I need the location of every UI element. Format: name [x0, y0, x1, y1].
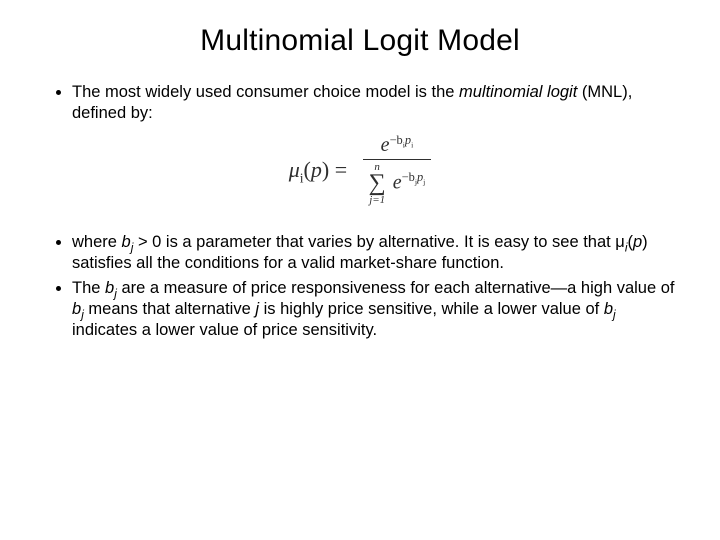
b2-b: > 0 is a parameter that varies by altern… — [133, 233, 624, 251]
formula-denominator: n ∑ j=1 e−bjpj — [363, 160, 432, 206]
formula-block: μi(p) = e−bipi n ∑ j=1 e−bjpj — [30, 134, 690, 206]
b3-b: are a measure of price responsiveness fo… — [117, 279, 675, 297]
formula-numerator: e−bipi — [363, 134, 432, 160]
formula-fraction: e−bipi n ∑ j=1 e−bjpj — [363, 134, 432, 206]
slide: Multinomial Logit Model The most widely … — [0, 0, 720, 540]
bullet-list-2: where bj > 0 is a parameter that varies … — [30, 232, 690, 342]
num-exp-pre: −b — [390, 133, 403, 147]
mu-sub: i — [300, 170, 304, 185]
den-exp: −bjpj — [402, 170, 426, 184]
sum-symbol: ∑ — [369, 173, 386, 195]
num-e: e — [381, 134, 390, 156]
b3-bj3: b — [604, 300, 613, 318]
den-e: e — [393, 172, 402, 194]
b2-bj: b — [122, 233, 131, 251]
mu-symbol: μ — [289, 157, 300, 182]
eq-sign: = — [335, 157, 347, 182]
bullet-1-em: multinomial logit — [459, 83, 577, 101]
b3-e: indicates a lower value of price sensiti… — [72, 321, 377, 339]
num-exp-i2: i — [411, 140, 413, 149]
den-exp-j2: j — [423, 177, 425, 186]
b3-bj2: b — [72, 300, 81, 318]
bullet-list: The most widely used consumer choice mod… — [30, 82, 690, 124]
b3-bj: b — [105, 279, 114, 297]
num-exp: −bipi — [390, 133, 414, 147]
b3-d: is highly price sensitive, while a lower… — [259, 300, 604, 318]
b3-a: The — [72, 279, 105, 297]
b2-a: where — [72, 233, 122, 251]
formula: μi(p) = e−bipi n ∑ j=1 e−bjpj — [289, 134, 432, 206]
bullet-3: The bj are a measure of price responsive… — [72, 278, 690, 341]
bullet-2: where bj > 0 is a parameter that varies … — [72, 232, 690, 274]
p-arg: p — [311, 157, 322, 182]
den-exp-pre: −b — [402, 170, 415, 184]
b2-p: p — [633, 233, 642, 251]
b3-bj3-sub: j — [613, 307, 616, 321]
slide-title: Multinomial Logit Model — [30, 24, 690, 58]
formula-lhs: μi(p) = — [289, 157, 347, 183]
sum-bot: j=1 — [369, 195, 386, 206]
sum-limits: n ∑ j=1 — [369, 162, 386, 206]
bullet-1: The most widely used consumer choice mod… — [72, 82, 690, 124]
b3-c: means that alternative — [84, 300, 256, 318]
bullet-1-text-a: The most widely used consumer choice mod… — [72, 83, 459, 101]
